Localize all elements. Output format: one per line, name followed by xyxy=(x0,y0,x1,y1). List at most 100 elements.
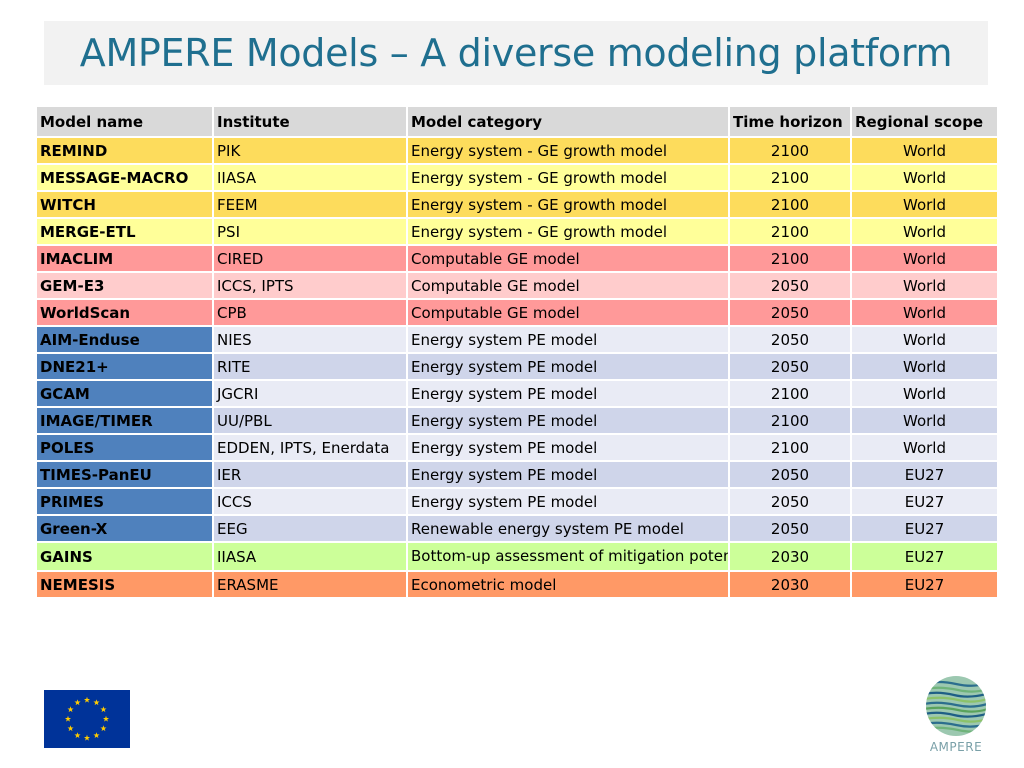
cell-model-category: Energy system - GE growth model xyxy=(406,190,730,219)
cell-model-name: IMAGE/TIMER xyxy=(35,406,214,435)
ampere-logo: AMPERE xyxy=(918,672,994,758)
cell-institute: FEEM xyxy=(212,190,408,219)
table-row: IMACLIM CIRED Computable GE model 2100 World xyxy=(35,244,999,273)
cell-regional-scope: World xyxy=(850,325,999,354)
cell-regional-scope: World xyxy=(850,244,999,273)
cell-regional-scope: World xyxy=(850,433,999,462)
cell-time-horizon: 2050 xyxy=(728,271,852,300)
eu-star-icon xyxy=(100,706,107,713)
eu-star-icon xyxy=(67,706,74,713)
cell-institute: IIASA xyxy=(212,163,408,192)
cell-model-name: DNE21+ xyxy=(35,352,214,381)
cell-institute: CIRED xyxy=(212,244,408,273)
cell-time-horizon: 2050 xyxy=(728,325,852,354)
cell-model-name: AIM-Enduse xyxy=(35,325,214,354)
cell-model-category: Energy system PE model xyxy=(406,487,730,516)
cell-time-horizon: 2100 xyxy=(728,163,852,192)
header-model-category: Model category xyxy=(406,105,730,138)
cell-model-category: Computable GE model xyxy=(406,298,730,327)
table-row: NEMESIS ERASME Econometric model 2030 EU27 xyxy=(35,570,999,599)
cell-regional-scope: EU27 xyxy=(850,541,999,572)
cell-model-name: MESSAGE-MACRO xyxy=(35,163,214,192)
cell-institute: RITE xyxy=(212,352,408,381)
cell-time-horizon: 2050 xyxy=(728,460,852,489)
cell-regional-scope: EU27 xyxy=(850,487,999,516)
cell-regional-scope: World xyxy=(850,217,999,246)
cell-model-category: Energy system - GE growth model xyxy=(406,163,730,192)
cell-time-horizon: 2050 xyxy=(728,352,852,381)
table-body: REMIND PIK Energy system - GE growth model… xyxy=(35,136,999,599)
cell-institute: IER xyxy=(212,460,408,489)
cell-model-name: PRIMES xyxy=(35,487,214,516)
eu-star-icon xyxy=(64,715,72,722)
cell-model-name: WITCH xyxy=(35,190,214,219)
cell-regional-scope: World xyxy=(850,379,999,408)
cell-institute: PSI xyxy=(212,217,408,246)
cell-regional-scope: World xyxy=(850,163,999,192)
cell-time-horizon: 2100 xyxy=(728,190,852,219)
cell-regional-scope: World xyxy=(850,136,999,165)
table-row: POLES EDDEN, IPTS, Enerdata Energy system … xyxy=(35,433,999,462)
eu-star-icon xyxy=(102,715,110,722)
cell-model-category: Energy system PE model xyxy=(406,325,730,354)
ampere-globe-icon xyxy=(926,676,986,736)
table-row: WorldScan CPB Computable GE model 2050 World xyxy=(35,298,999,327)
cell-regional-scope: EU27 xyxy=(850,514,999,543)
cell-regional-scope: World xyxy=(850,190,999,219)
cell-model-category: Energy system - GE growth model xyxy=(406,136,730,165)
cell-model-category: Computable GE model xyxy=(406,271,730,300)
cell-model-category: Renewable energy system PE model xyxy=(406,514,730,543)
cell-time-horizon: 2050 xyxy=(728,514,852,543)
cell-regional-scope: EU27 xyxy=(850,460,999,489)
cell-model-category: Energy system - GE growth model xyxy=(406,217,730,246)
eu-star-icon xyxy=(100,725,107,732)
cell-model-name: GCAM xyxy=(35,379,214,408)
table-row: TIMES-PanEU IER Energy system PE model 2050… xyxy=(35,460,999,489)
cell-time-horizon: 2100 xyxy=(728,217,852,246)
page-title: AMPERE Models – A diverse modeling platf… xyxy=(79,31,953,75)
table-row: MESSAGE-MACRO IIASA Energy system - GE gro… xyxy=(35,163,999,192)
eu-star-icon xyxy=(67,725,74,732)
cell-model-category: Energy system PE model xyxy=(406,460,730,489)
cell-institute: CPB xyxy=(212,298,408,327)
cell-time-horizon: 2050 xyxy=(728,487,852,516)
cell-institute: JGCRI xyxy=(212,379,408,408)
cell-time-horizon: 2100 xyxy=(728,379,852,408)
header-time-horizon: Time horizon xyxy=(728,105,852,138)
header-regional-scope: Regional scope xyxy=(850,105,999,138)
table-header-row: Model name Institute Model category Time… xyxy=(35,105,999,138)
cell-model-category: Econometric model xyxy=(406,570,730,599)
models-table: Model name Institute Model category Time… xyxy=(35,105,999,599)
cell-model-category: Energy system PE model xyxy=(406,352,730,381)
cell-model-name: REMIND xyxy=(35,136,214,165)
cell-model-name: POLES xyxy=(35,433,214,462)
cell-model-category: Bottom-up assessment of mitigation poten… xyxy=(406,541,730,572)
table-row: WITCH FEEM Energy system - GE growth model… xyxy=(35,190,999,219)
cell-time-horizon: 2100 xyxy=(728,244,852,273)
table-row: IMAGE/TIMER UU/PBL Energy system PE model 2… xyxy=(35,406,999,435)
eu-star-icon xyxy=(93,699,100,706)
cell-time-horizon: 2030 xyxy=(728,570,852,599)
cell-model-category: Computable GE model xyxy=(406,244,730,273)
cell-model-name: GAINS xyxy=(35,541,214,572)
cell-model-category: Energy system PE model xyxy=(406,406,730,435)
table-row: GEM-E3 ICCS, IPTS Computable GE model 2050 W… xyxy=(35,271,999,300)
eu-flag-icon xyxy=(44,690,130,748)
cell-institute: ICCS xyxy=(212,487,408,516)
eu-star-icon xyxy=(93,732,100,739)
table-row: AIM-Enduse NIES Energy system PE model 2050… xyxy=(35,325,999,354)
cell-institute: UU/PBL xyxy=(212,406,408,435)
cell-institute: PIK xyxy=(212,136,408,165)
cell-regional-scope: World xyxy=(850,406,999,435)
cell-regional-scope: World xyxy=(850,271,999,300)
cell-regional-scope: EU27 xyxy=(850,570,999,599)
cell-model-name: NEMESIS xyxy=(35,570,214,599)
header-institute: Institute xyxy=(212,105,408,138)
cell-model-name: IMACLIM xyxy=(35,244,214,273)
eu-star-icon xyxy=(83,734,91,741)
eu-star-icon xyxy=(74,699,81,706)
table-row: GCAM JGCRI Energy system PE model 2100 World xyxy=(35,379,999,408)
cell-time-horizon: 2030 xyxy=(728,541,852,572)
cell-time-horizon: 2100 xyxy=(728,136,852,165)
cell-regional-scope: World xyxy=(850,352,999,381)
